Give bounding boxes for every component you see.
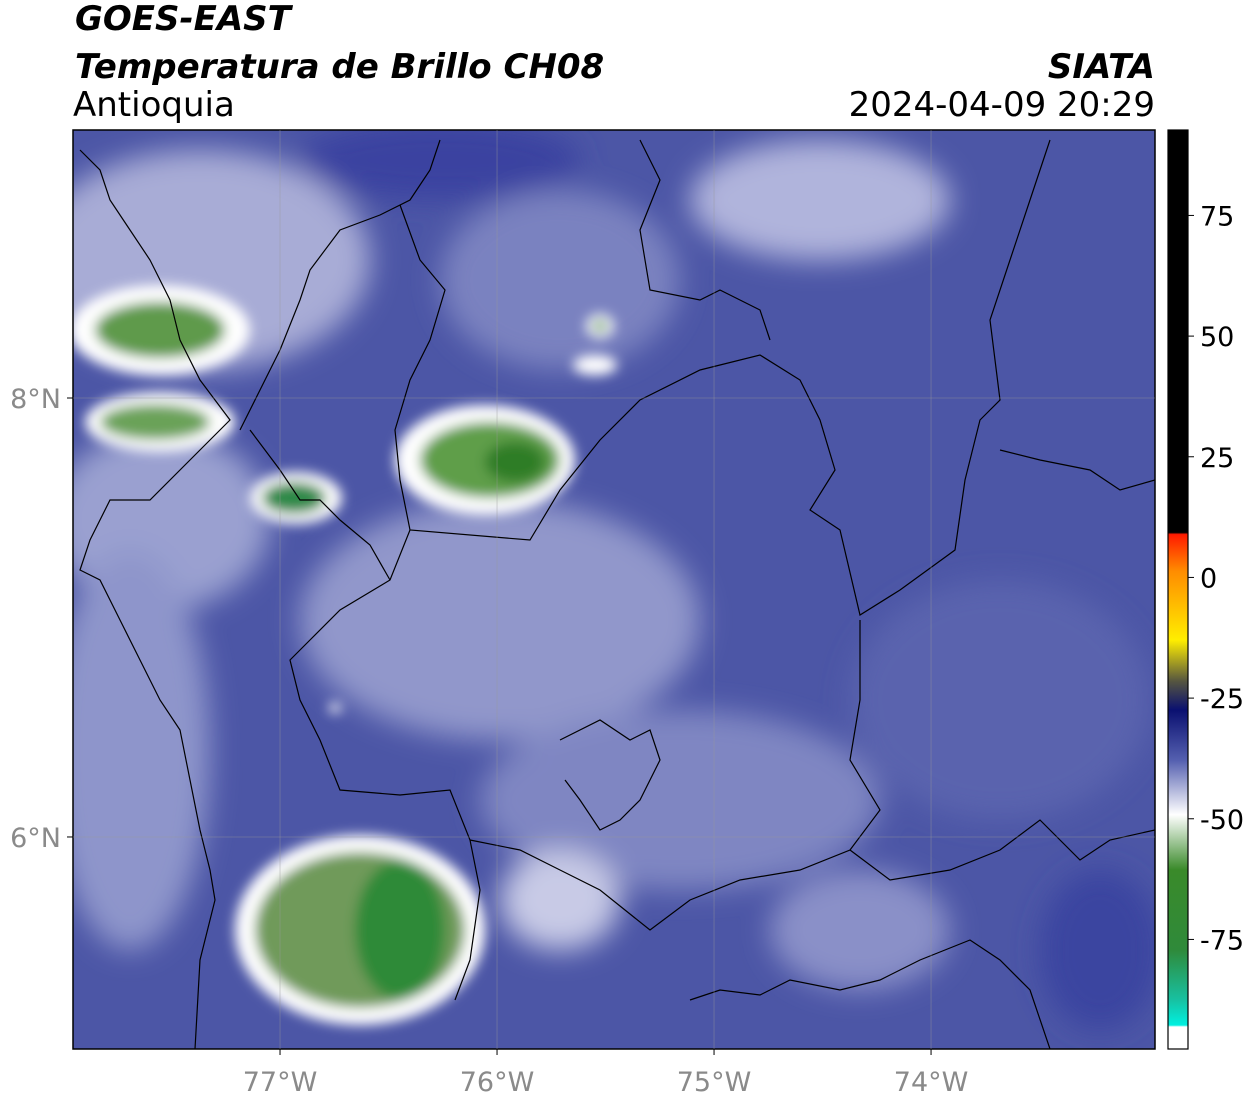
source: SIATA <box>1048 47 1155 87</box>
colorbar-tick-label: 0 <box>1200 563 1217 594</box>
y-tick-label: 6°N <box>10 823 61 854</box>
x-tick-label: 75°W <box>677 1067 752 1098</box>
subtitle: Temperatura de Brillo CH08 <box>75 47 604 87</box>
region: Antioquia <box>73 85 235 125</box>
cloud-field <box>73 130 1155 1030</box>
y-tick-label: 8°N <box>10 384 61 415</box>
x-tick-label: 74°W <box>894 1067 969 1098</box>
map <box>73 130 1155 1049</box>
map-frame <box>72 129 1156 1050</box>
cold-cloud-tops <box>73 285 617 1025</box>
colorbar-tick-label: -75 <box>1200 925 1244 956</box>
colorbar-tick-label: -25 <box>1200 684 1244 715</box>
colorbar <box>1167 129 1189 1050</box>
x-tick-label: 76°W <box>460 1067 535 1098</box>
colorbar-tick-label: 50 <box>1200 322 1234 353</box>
colorbar-tick-label: 25 <box>1200 443 1234 474</box>
x-tick-label: 77°W <box>243 1067 318 1098</box>
title: GOES-EAST <box>75 0 294 39</box>
colorbar-tick-label: 75 <box>1200 201 1234 232</box>
datetime: 2024-04-09 20:29 <box>849 85 1155 125</box>
colorbar-tick-label: -50 <box>1200 805 1244 836</box>
